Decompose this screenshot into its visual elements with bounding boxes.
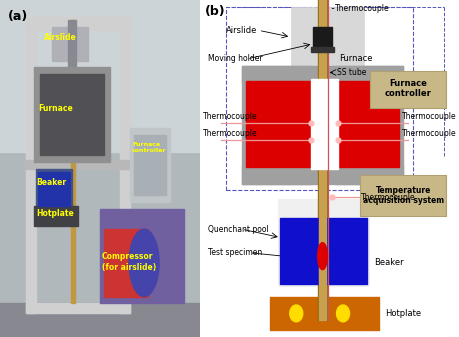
Bar <box>277 199 368 286</box>
Bar <box>68 20 76 81</box>
Bar <box>245 81 310 167</box>
Text: Furnace
controller: Furnace controller <box>383 79 430 98</box>
Bar <box>319 0 325 320</box>
Text: Airslide: Airslide <box>225 26 257 35</box>
Bar <box>241 66 311 184</box>
Text: (b): (b) <box>205 5 225 18</box>
Text: Beaker: Beaker <box>36 178 66 187</box>
Text: Airslide: Airslide <box>44 33 77 42</box>
Ellipse shape <box>317 243 327 270</box>
Text: Test specimen: Test specimen <box>207 248 262 257</box>
Bar <box>71 20 75 303</box>
Bar <box>270 297 379 330</box>
Text: Thermocouple: Thermocouple <box>401 129 455 137</box>
Bar <box>26 24 36 313</box>
Bar <box>26 17 130 30</box>
FancyBboxPatch shape <box>369 71 445 108</box>
Bar <box>336 81 398 167</box>
Bar <box>38 172 70 206</box>
Text: Thermocouple: Thermocouple <box>202 112 257 121</box>
Bar <box>310 47 334 52</box>
Text: Furnace: Furnace <box>38 104 73 113</box>
Text: (a): (a) <box>8 10 28 23</box>
Circle shape <box>336 305 349 322</box>
Bar <box>134 135 166 195</box>
Text: Thermocouple: Thermocouple <box>401 112 455 121</box>
Text: Moving holder: Moving holder <box>207 55 262 63</box>
Text: SS tube: SS tube <box>336 68 365 77</box>
Bar <box>104 229 148 297</box>
Bar <box>120 24 130 313</box>
Bar <box>241 66 402 83</box>
Text: Hotplate: Hotplate <box>36 209 73 218</box>
Text: Thermocouple: Thermocouple <box>202 129 257 137</box>
Text: Furnace
controller: Furnace controller <box>132 142 166 153</box>
Bar <box>318 0 326 320</box>
Bar <box>310 79 337 168</box>
Text: Beaker: Beaker <box>374 258 403 267</box>
Bar <box>100 209 184 303</box>
Bar <box>0 303 200 337</box>
Bar <box>313 27 331 49</box>
Bar <box>36 168 72 209</box>
Bar <box>241 165 402 184</box>
Text: Thermocouple: Thermocouple <box>360 193 415 202</box>
Text: Hotplate: Hotplate <box>384 309 420 318</box>
Ellipse shape <box>129 229 159 297</box>
Text: Quenchant pool: Quenchant pool <box>207 225 268 234</box>
Bar <box>280 218 366 284</box>
Bar <box>40 74 104 155</box>
Circle shape <box>289 305 302 322</box>
Text: Compressor
(for airslide): Compressor (for airslide) <box>102 252 156 272</box>
Text: Furnace: Furnace <box>338 54 372 63</box>
Bar <box>0 0 200 152</box>
Bar <box>52 27 88 61</box>
Bar <box>226 7 412 190</box>
Bar <box>26 160 130 168</box>
Text: Temperature
acquisition system: Temperature acquisition system <box>362 186 443 205</box>
Bar <box>291 7 363 67</box>
Bar <box>34 206 78 226</box>
Text: Thermocouple: Thermocouple <box>335 4 389 13</box>
FancyBboxPatch shape <box>359 175 445 216</box>
Bar <box>34 67 110 162</box>
Bar <box>335 66 402 184</box>
Bar <box>26 303 130 313</box>
Bar <box>130 128 170 202</box>
